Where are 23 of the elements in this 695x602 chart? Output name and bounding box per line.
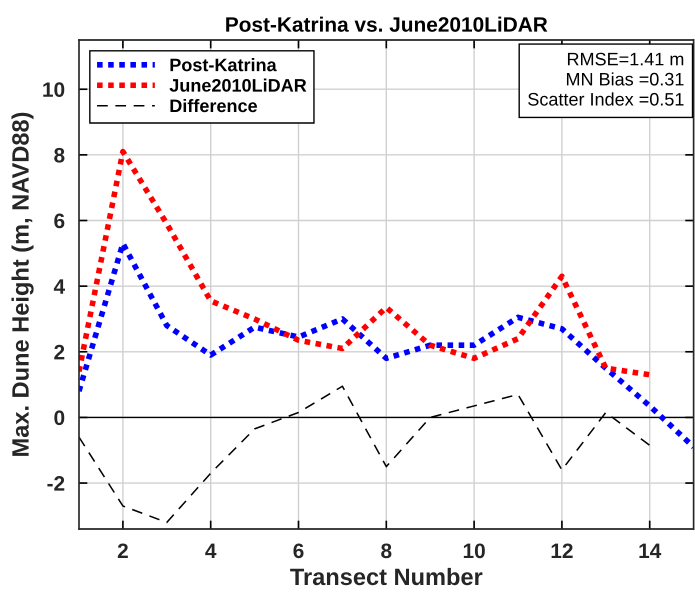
legend-label: Difference: [170, 98, 257, 112]
annotation: Scatter Index =0.51: [528, 92, 684, 106]
y-tick-label: 4: [54, 279, 65, 294]
y-tick-label: 6: [54, 214, 64, 228]
y-axis-title: Max. Dune Height (m, NAVD88): [11, 112, 34, 456]
y-tick-label: 2: [54, 344, 64, 360]
y-tick-label: 8: [54, 148, 64, 163]
annotation: MN Bias =0.31: [566, 72, 684, 86]
chart-title: Post-Katrina vs. June2010LiDAR: [226, 16, 548, 32]
x-tick-label: 12: [552, 543, 573, 558]
annotation: RMSE=1.41 m: [568, 52, 684, 66]
y-tick-label: 10: [43, 82, 64, 97]
y-tick-label: -2: [47, 476, 64, 491]
x-tick-label: 14: [639, 544, 662, 558]
x-tick-label: 2: [118, 543, 128, 558]
y-tick-label: 0: [54, 410, 64, 426]
x-tick-label: 10: [464, 543, 485, 558]
x-tick-label: 4: [205, 544, 216, 558]
legend-label: June2010LiDAR: [170, 78, 306, 92]
legend-label: Post-Katrina: [170, 58, 277, 72]
x-tick-label: 6: [293, 543, 304, 558]
x-axis-title: Transect Number: [290, 568, 482, 586]
x-tick-label: 8: [381, 543, 392, 558]
